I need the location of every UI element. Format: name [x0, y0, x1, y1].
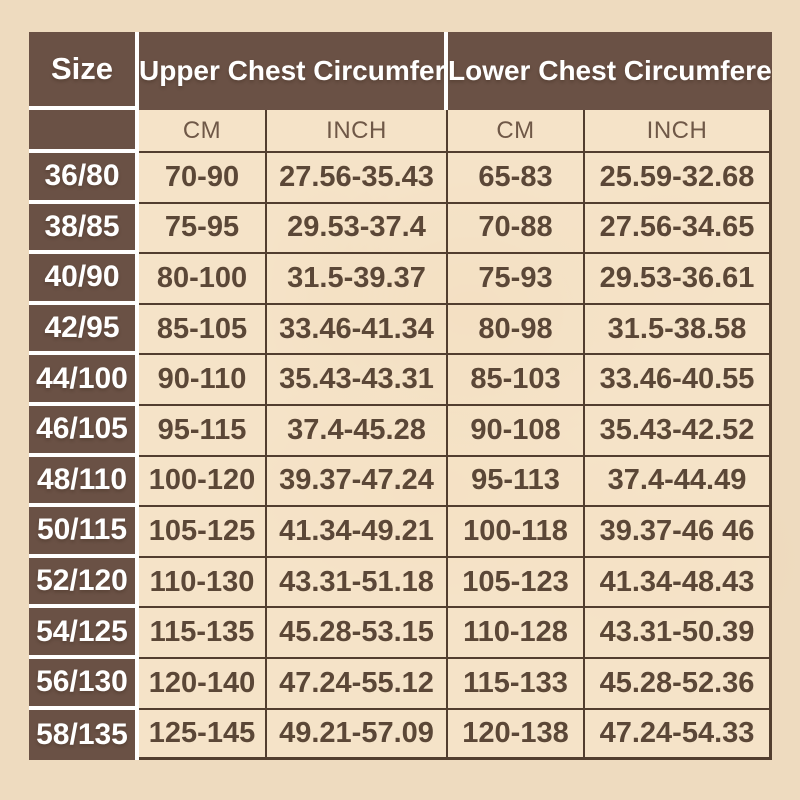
table-row: 56/130 120-140 47.24-55.12 115-133 45.28-52.… — [29, 658, 773, 710]
lower-cm-cell: 105-123 — [448, 557, 585, 609]
lower-cm-cell: 80-98 — [448, 304, 585, 356]
upper-cm-cell: 100-120 — [139, 456, 267, 508]
upper-cm-cell: 110-130 — [139, 557, 267, 609]
table-row: 46/105 95-115 37.4-45.28 90-108 35.43-42.52 — [29, 405, 773, 457]
lower-inch-unit-label: INCH — [585, 110, 773, 153]
group-header-row: Size Upper Chest Circumference Lower Che… — [29, 32, 773, 110]
size-cell: 56/130 — [29, 658, 139, 710]
upper-cm-unit-label: CM — [139, 110, 267, 153]
lower-cm-cell: 120-138 — [448, 709, 585, 761]
lower-inch-cell: 35.43-42.52 — [585, 405, 773, 457]
upper-cm-cell: 105-125 — [139, 507, 267, 558]
upper-cm-cell: 90-110 — [139, 355, 267, 406]
lower-inch-cell: 43.31-50.39 — [585, 608, 773, 659]
lower-chest-header: Lower Chest Circumference — [448, 32, 773, 110]
upper-cm-cell: 85-105 — [139, 304, 267, 356]
lower-inch-cell: 47.24-54.33 — [585, 709, 773, 761]
lower-inch-cell: 27.56-34.65 — [585, 203, 773, 255]
table-row: 52/120 110-130 43.31-51.18 105-123 41.34-48.… — [29, 557, 773, 609]
lower-inch-cell: 39.37-46 46 — [585, 507, 773, 558]
lower-cm-unit-label: CM — [448, 110, 585, 153]
upper-cm-cell: 120-140 — [139, 658, 267, 710]
lower-cm-cell: 75-93 — [448, 254, 585, 305]
upper-cm-cell: 95-115 — [139, 405, 267, 457]
upper-inch-cell: 33.46-41.34 — [267, 304, 448, 356]
upper-inch-cell: 35.43-43.31 — [267, 355, 448, 406]
upper-inch-cell: 47.24-55.12 — [267, 658, 448, 710]
table-row: 42/95 85-105 33.46-41.34 80-98 31.5-38.58 — [29, 304, 773, 356]
table-row: 38/85 75-95 29.53-37.4 70-88 27.56-34.65 — [29, 203, 773, 255]
size-cell: 42/95 — [29, 304, 139, 356]
lower-cm-cell: 110-128 — [448, 608, 585, 659]
size-cell: 38/85 — [29, 203, 139, 255]
size-cell: 48/110 — [29, 456, 139, 508]
size-cell: 50/115 — [29, 507, 139, 558]
size-cell: 40/90 — [29, 254, 139, 305]
lower-inch-cell: 33.46-40.55 — [585, 355, 773, 406]
size-cell: 54/125 — [29, 608, 139, 659]
lower-inch-cell: 29.53-36.61 — [585, 254, 773, 305]
upper-inch-cell: 27.56-35.43 — [267, 153, 448, 204]
table-row: 44/100 90-110 35.43-43.31 85-103 33.46-40.55 — [29, 355, 773, 406]
table-row: 36/80 70-90 27.56-35.43 65-83 25.59-32.68 — [29, 153, 773, 204]
size-cell: 46/105 — [29, 405, 139, 457]
upper-inch-cell: 37.4-45.28 — [267, 405, 448, 457]
size-cell: 58/135 — [29, 709, 139, 761]
size-cell: 36/80 — [29, 153, 139, 204]
table-row: 50/115 105-125 41.34-49.21 100-118 39.37-46 … — [29, 507, 773, 558]
size-cell: 52/120 — [29, 557, 139, 609]
unit-header-row: CM INCH CM INCH — [29, 110, 773, 153]
lower-cm-cell: 90-108 — [448, 405, 585, 457]
upper-inch-cell: 45.28-53.15 — [267, 608, 448, 659]
upper-cm-cell: 75-95 — [139, 203, 267, 255]
lower-cm-cell: 85-103 — [448, 355, 585, 406]
table-row: 48/110 100-120 39.37-47.24 95-113 37.4-44.49 — [29, 456, 773, 508]
upper-inch-cell: 31.5-39.37 — [267, 254, 448, 305]
lower-cm-cell: 100-118 — [448, 507, 585, 558]
size-column-spacer — [29, 110, 139, 153]
lower-inch-cell: 25.59-32.68 — [585, 153, 773, 204]
table-row: 54/125 115-135 45.28-53.15 110-128 43.31-50.… — [29, 608, 773, 659]
lower-inch-cell: 37.4-44.49 — [585, 456, 773, 508]
lower-cm-cell: 95-113 — [448, 456, 585, 508]
upper-cm-cell: 115-135 — [139, 608, 267, 659]
upper-cm-cell: 80-100 — [139, 254, 267, 305]
lower-cm-cell: 115-133 — [448, 658, 585, 710]
upper-cm-cell: 125-145 — [139, 709, 267, 761]
table-row: 58/135 125-145 49.21-57.09 120-138 47.24-54.… — [29, 709, 773, 761]
lower-inch-cell: 31.5-38.58 — [585, 304, 773, 356]
upper-inch-cell: 29.53-37.4 — [267, 203, 448, 255]
lower-inch-cell: 45.28-52.36 — [585, 658, 773, 710]
size-rows: 36/80 70-90 27.56-35.43 65-83 25.59-32.68 38/… — [29, 153, 773, 761]
upper-inch-cell: 39.37-47.24 — [267, 456, 448, 508]
table-row: 40/90 80-100 31.5-39.37 75-93 29.53-36.61 — [29, 254, 773, 305]
upper-inch-cell: 43.31-51.18 — [267, 557, 448, 609]
size-cell: 44/100 — [29, 355, 139, 406]
lower-cm-cell: 65-83 — [448, 153, 585, 204]
upper-inch-unit-label: INCH — [267, 110, 448, 153]
upper-inch-cell: 49.21-57.09 — [267, 709, 448, 761]
size-chart-table: Size Upper Chest Circumference Lower Che… — [29, 32, 773, 761]
lower-cm-cell: 70-88 — [448, 203, 585, 255]
lower-inch-cell: 41.34-48.43 — [585, 557, 773, 609]
upper-chest-header: Upper Chest Circumference — [139, 32, 448, 110]
size-column-header: Size — [29, 32, 139, 110]
upper-cm-cell: 70-90 — [139, 153, 267, 204]
upper-inch-cell: 41.34-49.21 — [267, 507, 448, 558]
